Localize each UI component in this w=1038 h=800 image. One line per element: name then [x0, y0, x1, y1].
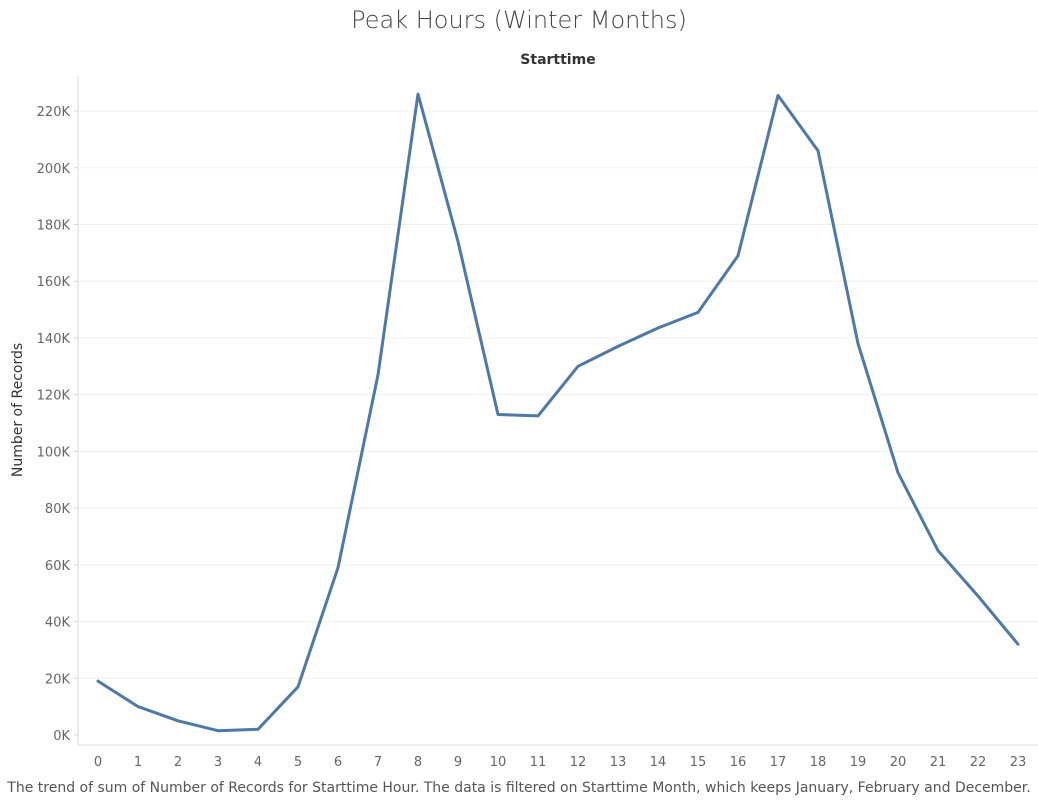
x-tick-label: 3: [214, 755, 222, 770]
x-tick-label: 6: [334, 755, 342, 770]
data-point[interactable]: [1014, 640, 1022, 648]
gridlines: [77, 76, 1038, 746]
data-point[interactable]: [974, 592, 982, 600]
x-tick-label: 1: [134, 755, 142, 770]
y-tick-label: 120K: [37, 389, 71, 404]
x-tick-label: 20: [890, 755, 907, 770]
x-tick-label: 7: [374, 755, 382, 770]
data-point[interactable]: [574, 362, 582, 370]
x-tick-label: 19: [850, 755, 867, 770]
data-point[interactable]: [654, 324, 662, 332]
y-tick-label: 200K: [37, 162, 71, 177]
y-tick-label: 180K: [37, 218, 71, 233]
data-point[interactable]: [534, 412, 542, 420]
data-point[interactable]: [934, 547, 942, 555]
y-tick-label: 40K: [45, 616, 71, 631]
data-point[interactable]: [614, 342, 622, 350]
y-tick-label: 220K: [37, 105, 71, 120]
x-tick-label: 16: [730, 755, 747, 770]
x-tick-label: 14: [650, 755, 667, 770]
x-tick-label: 17: [770, 755, 787, 770]
data-point[interactable]: [254, 725, 262, 733]
chart-title: Peak Hours (Winter Months): [351, 6, 687, 34]
data-point[interactable]: [374, 371, 382, 379]
data-point[interactable]: [774, 91, 782, 99]
data-point[interactable]: [854, 340, 862, 348]
data-point[interactable]: [214, 727, 222, 735]
x-axis-header: Starttime: [520, 52, 596, 68]
x-tick-label: 9: [454, 755, 462, 770]
x-tick-label: 2: [174, 755, 182, 770]
x-tick-label: 22: [970, 755, 987, 770]
y-tick-label: 140K: [37, 332, 71, 347]
data-point[interactable]: [134, 703, 142, 711]
data-point[interactable]: [454, 238, 462, 246]
y-tick-label: 0K: [53, 729, 70, 744]
x-tick-label: 0: [94, 755, 102, 770]
series-line[interactable]: [96, 92, 1020, 733]
x-tick-label: 13: [610, 755, 627, 770]
chart-caption: The trend of sum of Number of Records fo…: [7, 780, 1031, 796]
x-tick-label: 8: [414, 755, 422, 770]
x-tick-label: 23: [1010, 755, 1027, 770]
x-tick-label: 5: [294, 755, 302, 770]
data-point[interactable]: [334, 564, 342, 572]
x-tick-label: 12: [570, 755, 587, 770]
x-tick-label: 11: [530, 755, 547, 770]
x-tick-label: 21: [930, 755, 947, 770]
data-point[interactable]: [814, 147, 822, 155]
data-point[interactable]: [494, 411, 502, 419]
data-point[interactable]: [414, 90, 422, 98]
y-tick-label: 160K: [37, 275, 71, 290]
data-point[interactable]: [174, 717, 182, 725]
series-layer: [94, 90, 1022, 735]
data-point[interactable]: [694, 308, 702, 316]
x-tick-label: 4: [254, 755, 262, 770]
data-point[interactable]: [894, 469, 902, 477]
y-tick-label: 100K: [37, 445, 71, 460]
data-point[interactable]: [734, 252, 742, 260]
y-tick-label: 20K: [45, 672, 71, 687]
data-point[interactable]: [94, 677, 102, 685]
y-tick-label: 60K: [45, 559, 71, 574]
y-tick-label: 80K: [45, 502, 71, 517]
x-tick-label: 15: [690, 755, 707, 770]
data-point[interactable]: [294, 683, 302, 691]
x-tick-label: 10: [490, 755, 507, 770]
y-axis: 0K 20K 40K 60K 80K 100K 120K 140K 160K 180K 200K 22…: [37, 105, 78, 744]
x-tick-label: 18: [810, 755, 827, 770]
x-axis: 0 1 2 3 4 5 6 7 8 9 10 11 12 13 14 15 16 17 18 19 20 21 22 23: [94, 755, 1026, 770]
